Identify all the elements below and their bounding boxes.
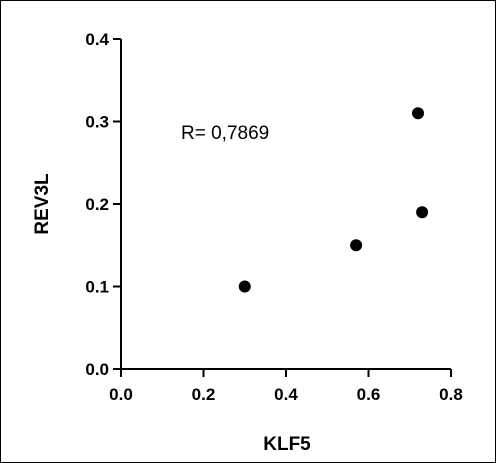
x-tick-label: 0.6 — [357, 385, 381, 404]
y-tick-label: 0.2 — [85, 195, 109, 214]
y-axis-title: REV3L — [32, 173, 53, 235]
x-ticks: 0.0 0.2 0.4 0.6 0.8 — [109, 369, 463, 404]
data-point — [416, 206, 429, 219]
x-tick-label: 0.4 — [274, 385, 298, 404]
y-tick-label: 0.3 — [85, 113, 109, 132]
data-points — [238, 107, 429, 293]
x-tick-label: 0.8 — [439, 385, 463, 404]
data-point — [412, 107, 424, 120]
x-axis-title: KLF5 — [263, 434, 311, 455]
axes — [120, 39, 451, 370]
correlation-annotation: R= 0,7869 — [181, 123, 269, 144]
y-tick-label: 0.0 — [85, 360, 109, 379]
data-point — [350, 239, 363, 252]
y-tick-label: 0.1 — [85, 278, 109, 297]
x-tick-label: 0.2 — [192, 385, 216, 404]
y-tick-label: 0.4 — [85, 30, 109, 49]
data-point — [238, 280, 251, 293]
y-ticks: 0.0 0.1 0.2 0.3 0.4 — [85, 30, 121, 379]
x-tick-label: 0.0 — [109, 385, 133, 404]
